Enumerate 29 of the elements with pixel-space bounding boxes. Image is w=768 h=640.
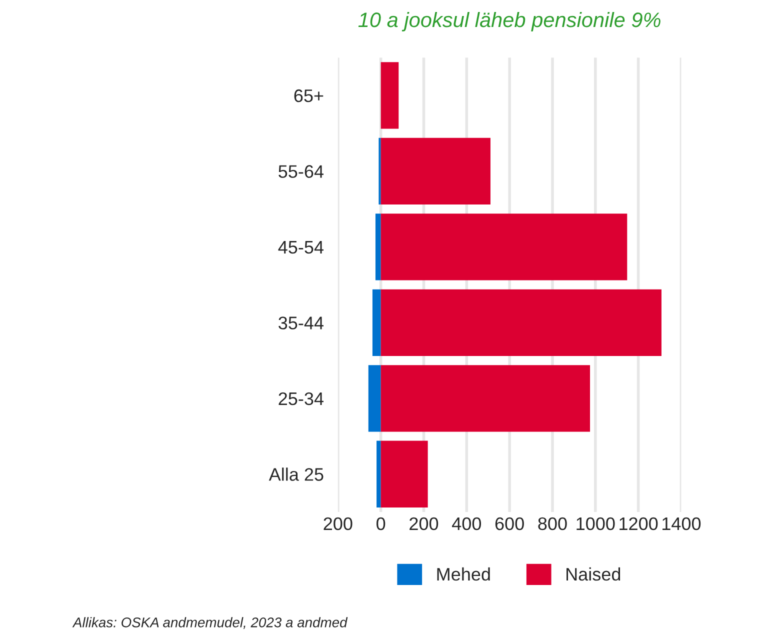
bar (376, 440, 381, 508)
y-tick-label: 45-54 (278, 241, 324, 254)
chart-title: 10 a jooksul läheb pensionile 9% (358, 12, 660, 32)
bar (372, 289, 381, 356)
bar (380, 214, 628, 280)
x-tick-label: 1000 (576, 517, 615, 530)
legend-label: Mehed (437, 567, 490, 581)
x-tick-label: 600 (495, 517, 524, 530)
y-tick-label: Alla 25 (268, 468, 324, 481)
x-tick-label: 0 (376, 517, 386, 530)
bar (368, 365, 381, 432)
x-tick-label: 800 (538, 517, 567, 530)
y-tick-label: 35-44 (278, 316, 324, 330)
y-tick-label: 25-34 (278, 392, 324, 406)
x-tick-label: 200 (324, 517, 352, 530)
bar (380, 289, 662, 356)
bar (380, 62, 399, 129)
x-tick-label: 200 (410, 517, 438, 530)
bar (380, 440, 428, 508)
bar (380, 365, 590, 432)
x-tick-label: 400 (452, 517, 482, 530)
bar (380, 138, 490, 205)
legend-label: Naised (566, 567, 620, 581)
bar (375, 214, 381, 280)
x-tick-label: 1200 (620, 517, 658, 530)
y-tick-label: 65+ (294, 89, 324, 102)
text: Allikas: OSKA andmemudel, 2023 a andmed (72, 617, 348, 629)
x-tick-label: 1400 (662, 517, 701, 530)
y-tick-label: 55-64 (278, 165, 324, 178)
